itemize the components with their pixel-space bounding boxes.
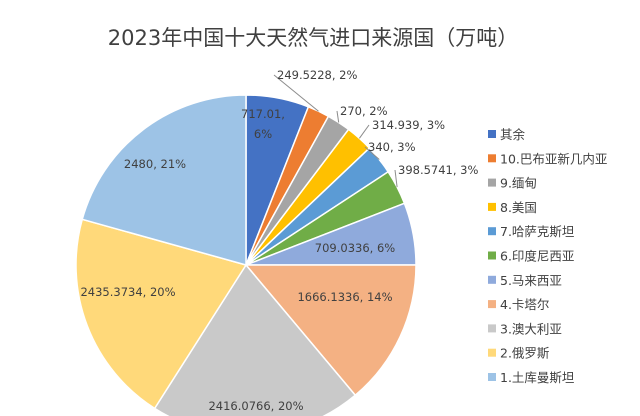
pie-slice bbox=[81, 94, 247, 266]
legend-swatch bbox=[488, 275, 496, 284]
legend-swatch bbox=[488, 324, 496, 333]
legend-swatch bbox=[488, 202, 496, 211]
legend-swatch bbox=[488, 251, 496, 260]
legend-swatch bbox=[488, 154, 496, 163]
legend-swatch bbox=[488, 300, 496, 309]
pie-slice bbox=[244, 264, 417, 397]
legend-label: 6.印度尼西亚 bbox=[500, 249, 574, 264]
pie-slices bbox=[75, 94, 417, 416]
legend-label: 7.哈萨克斯坦 bbox=[500, 224, 574, 239]
data-labels: 717.01, 6% 249.5228, 2% 270, 2%314.939, 3% 3… bbox=[80, 68, 478, 413]
legend-label: 10.巴布亚新几内亚 bbox=[500, 151, 607, 166]
legend-label: 1.土库曼斯坦 bbox=[500, 370, 574, 385]
data-label: 2416.0766, 20% bbox=[208, 399, 303, 413]
legend-swatch bbox=[488, 178, 496, 187]
leader-line bbox=[358, 124, 370, 139]
legend-label: 9.缅甸 bbox=[500, 176, 537, 191]
data-label: 709.0336, 6% bbox=[315, 241, 395, 255]
legend-swatch bbox=[488, 348, 496, 357]
data-label: 249.5228, 2% bbox=[277, 68, 357, 82]
legend-label: 4.卡塔尔 bbox=[500, 297, 549, 312]
pie-slice bbox=[75, 218, 248, 410]
data-label: 314.939, 3% bbox=[372, 118, 445, 132]
legend-label: 其余 bbox=[500, 127, 526, 142]
leader-line bbox=[273, 74, 319, 112]
data-label: 1666.1336, 14% bbox=[297, 290, 392, 304]
leader-line bbox=[336, 110, 340, 123]
legend-label: 8.美国 bbox=[500, 200, 537, 215]
legend-swatch bbox=[488, 130, 496, 138]
legend-swatch bbox=[488, 373, 496, 381]
data-label: 398.5741, 3% bbox=[398, 163, 478, 177]
data-label: 340, 3% bbox=[368, 140, 416, 154]
legend-label: 2.俄罗斯 bbox=[500, 346, 549, 361]
chart-title: 2023年中国十大天然气进口来源国（万吨） bbox=[108, 26, 518, 50]
legend-label: 5.马来西亚 bbox=[500, 273, 562, 288]
leader-line bbox=[364, 146, 380, 160]
data-label: 2435.3734, 20% bbox=[80, 285, 175, 299]
leader-lines bbox=[273, 74, 398, 188]
pie-slice bbox=[153, 263, 357, 416]
data-label: 717.01, 6% bbox=[241, 107, 285, 141]
legend: 其余 10.巴布亚新几内亚 9.缅甸 8.美国 7.哈萨克斯坦 6.印度尼西亚 5.马来西亚… bbox=[488, 127, 607, 385]
legend-label: 3.澳大利亚 bbox=[500, 321, 562, 336]
legend-swatch bbox=[488, 227, 496, 236]
data-label: 270, 2% bbox=[340, 104, 388, 118]
leader-line bbox=[394, 169, 398, 188]
data-label: 2480, 21% bbox=[124, 157, 186, 171]
